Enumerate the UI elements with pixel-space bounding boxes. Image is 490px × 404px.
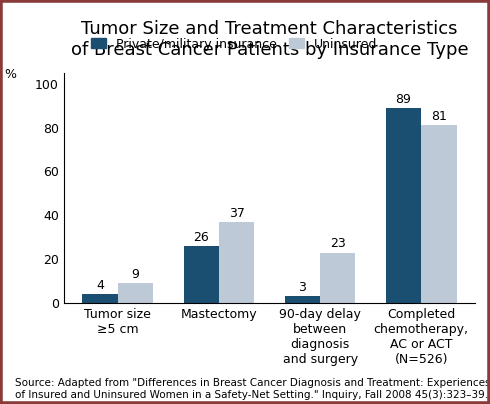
Text: 26: 26 — [194, 231, 209, 244]
Bar — [118, 283, 153, 303]
Bar — [184, 246, 219, 303]
Y-axis label: %: % — [4, 68, 16, 81]
Bar — [285, 297, 320, 303]
Text: 81: 81 — [431, 110, 447, 123]
Bar — [421, 125, 457, 303]
Bar — [82, 294, 118, 303]
Bar — [386, 108, 421, 303]
Text: 23: 23 — [330, 238, 345, 250]
Title: Tumor Size and Treatment Characteristics
of Breast Cancer Patients by Insurance : Tumor Size and Treatment Characteristics… — [71, 20, 468, 59]
Text: 89: 89 — [395, 93, 412, 105]
Text: 9: 9 — [131, 268, 140, 281]
Text: 4: 4 — [96, 279, 104, 292]
Text: 3: 3 — [298, 281, 306, 294]
Legend: Private/military insurance, Uninsured: Private/military insurance, Uninsured — [91, 38, 377, 50]
Bar — [320, 252, 355, 303]
Text: Source: Adapted from "Differences in Breast Cancer Diagnosis and Treatment: Expe: Source: Adapted from "Differences in Bre… — [15, 379, 490, 400]
Bar — [219, 222, 254, 303]
Text: 37: 37 — [229, 207, 245, 220]
